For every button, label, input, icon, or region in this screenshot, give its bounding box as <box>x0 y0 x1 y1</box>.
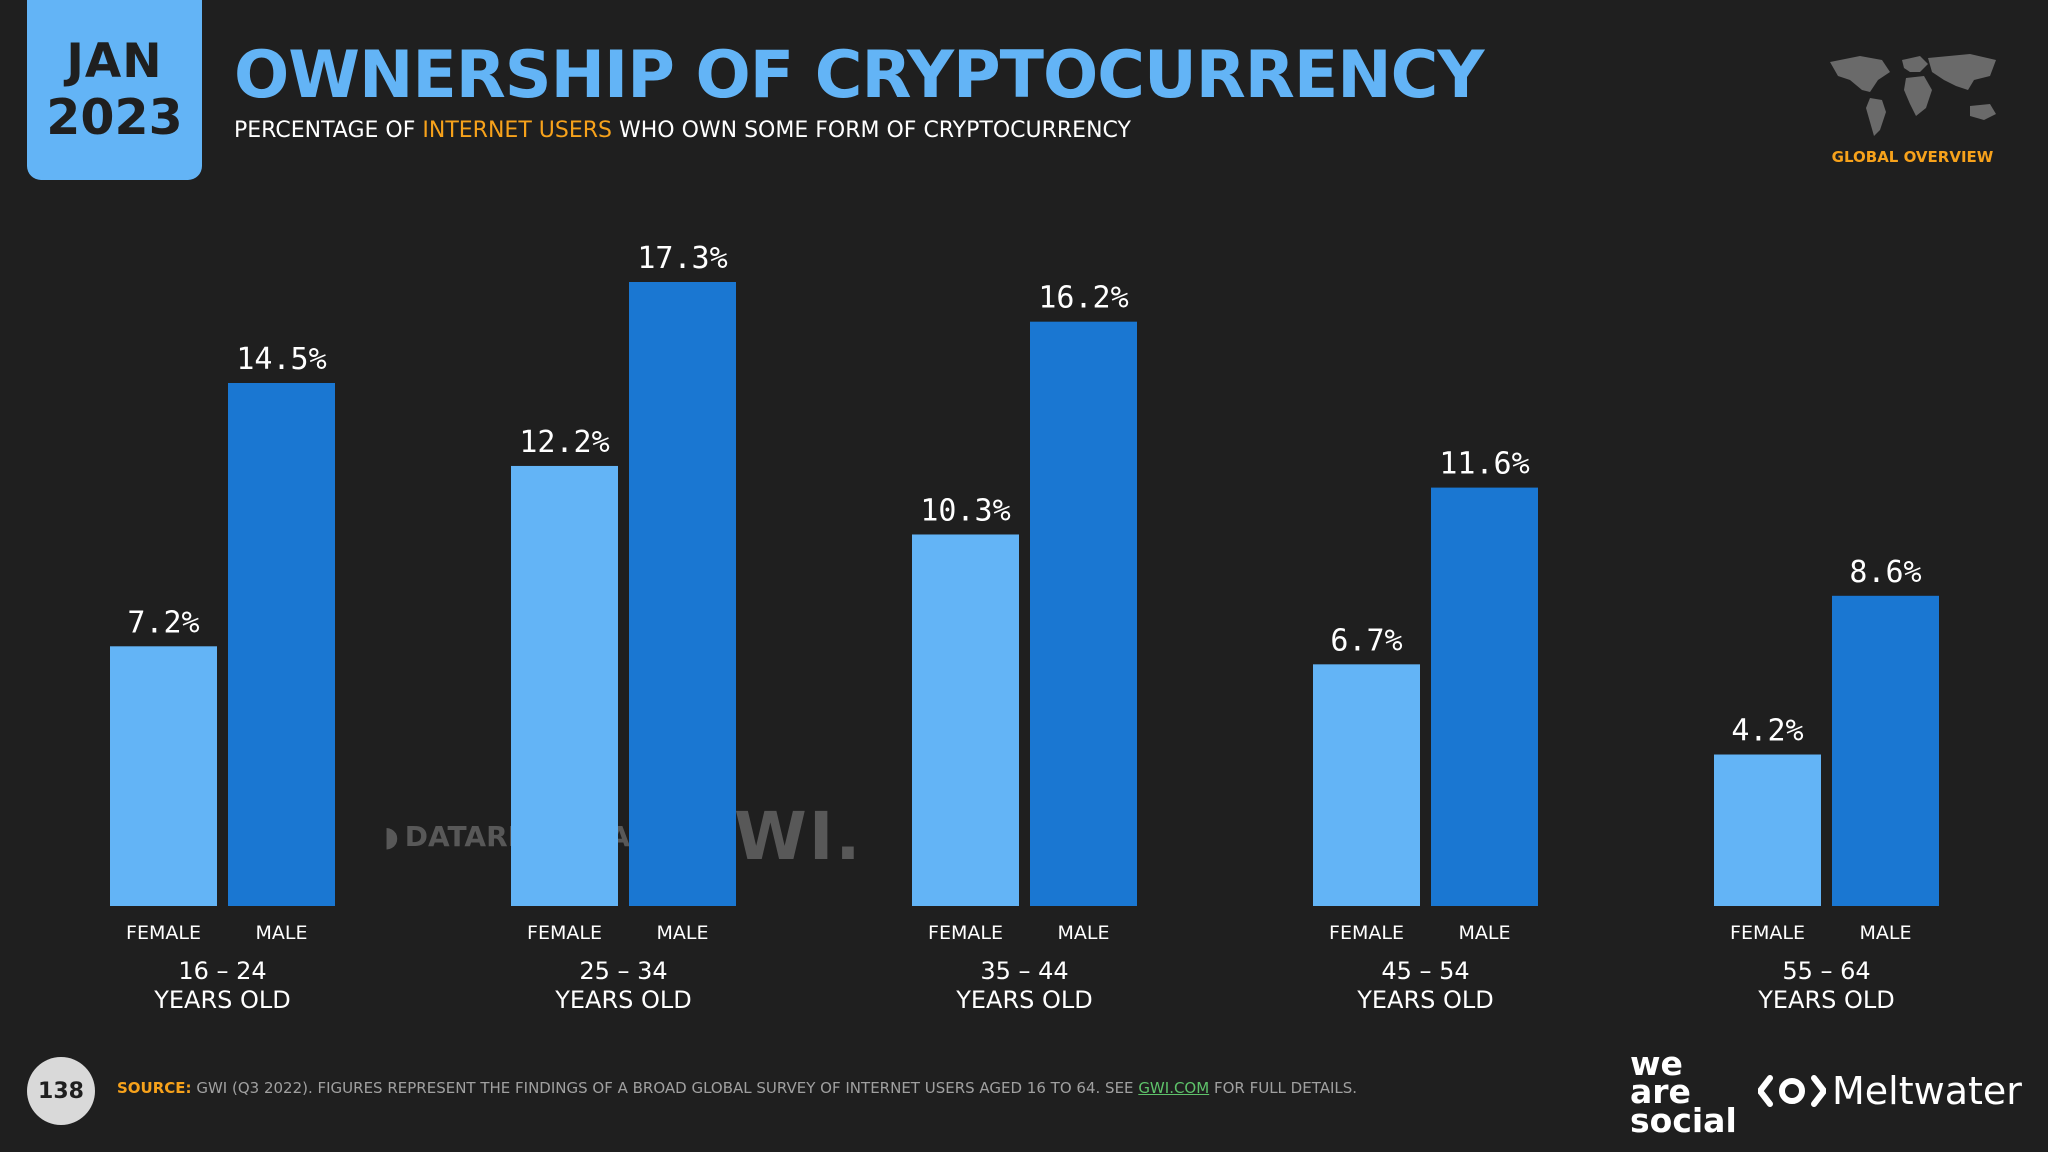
category-label: YEARS OLD <box>955 986 1093 1014</box>
bar-male <box>1832 595 1939 906</box>
world-map-icon <box>1830 54 1996 136</box>
data-label: 7.2% <box>127 605 199 640</box>
we-are-social-logo: we are social <box>1630 1044 1737 1140</box>
data-label: 8.6% <box>1849 555 1921 590</box>
date-month: JAN <box>66 34 163 89</box>
series-label-male: MALE <box>657 922 709 944</box>
category-label: 55 – 64 <box>1782 957 1870 985</box>
source-note: SOURCE: GWI (Q3 2022). FIGURES REPRESENT… <box>117 1079 1357 1097</box>
category-label: YEARS OLD <box>1757 986 1895 1014</box>
bar-female <box>912 534 1019 906</box>
data-label: 4.2% <box>1731 714 1803 749</box>
was-line-1: we <box>1630 1044 1683 1083</box>
source-link[interactable]: GWI.COM <box>1138 1079 1210 1097</box>
bar-male <box>228 382 335 906</box>
source-label: SOURCE: <box>117 1079 192 1097</box>
source-text: GWI (Q3 2022). FIGURES REPRESENT THE FIN… <box>196 1079 1134 1097</box>
page-subtitle: PERCENTAGE OF INTERNET USERS WHO OWN SOM… <box>234 118 1131 143</box>
source-tail: FOR FULL DETAILS. <box>1213 1079 1358 1097</box>
meltwater-text: Meltwater <box>1832 1069 2022 1113</box>
series-label-male: MALE <box>1860 922 1912 944</box>
data-label: 12.2% <box>519 425 609 460</box>
data-label: 14.5% <box>236 342 326 377</box>
series-label-male: MALE <box>1459 922 1511 944</box>
data-label: 16.2% <box>1038 281 1128 316</box>
category-label: 45 – 54 <box>1381 957 1469 985</box>
global-overview-label: GLOBAL OVERVIEW <box>1831 148 1994 166</box>
date-badge: JAN 2023 <box>27 0 202 180</box>
category-label: YEARS OLD <box>153 986 291 1014</box>
series-label-female: FEMALE <box>928 922 1003 944</box>
bar-female <box>110 646 217 906</box>
data-label: 10.3% <box>920 493 1010 528</box>
category-label: YEARS OLD <box>554 986 692 1014</box>
series-label-male: MALE <box>256 922 308 944</box>
series-label-female: FEMALE <box>1329 922 1404 944</box>
category-label: 25 – 34 <box>579 957 667 985</box>
category-label: 16 – 24 <box>178 957 266 985</box>
bar-male <box>1030 321 1137 907</box>
bar-female <box>1714 754 1821 906</box>
was-line-3: social <box>1630 1100 1737 1140</box>
subtitle-text-pre: PERCENTAGE OF <box>234 118 416 143</box>
series-label-male: MALE <box>1058 922 1110 944</box>
series-label-female: FEMALE <box>1730 922 1805 944</box>
series-label-female: FEMALE <box>126 922 201 944</box>
series-label-female: FEMALE <box>527 922 602 944</box>
bar-male <box>1431 487 1538 906</box>
category-label: YEARS OLD <box>1356 986 1494 1014</box>
page-title: OWNERSHIP OF CRYPTOCURRENCY <box>234 38 1484 113</box>
subtitle-text-post: WHO OWN SOME FORM OF CRYPTOCURRENCY <box>618 118 1131 143</box>
data-label: 6.7% <box>1330 623 1402 658</box>
subtitle-highlight: INTERNET USERS <box>422 118 612 143</box>
datareportal-logo-icon: ◗ <box>384 820 399 853</box>
bar-male <box>629 282 736 906</box>
date-year: 2023 <box>46 89 183 146</box>
page-number: 138 <box>27 1057 95 1125</box>
data-label: 17.3% <box>637 241 727 276</box>
meltwater-icon <box>1758 1075 1826 1107</box>
bar-female <box>511 465 618 906</box>
category-label: 35 – 44 <box>980 957 1068 985</box>
bar-female <box>1313 664 1420 906</box>
data-label: 11.6% <box>1439 447 1529 482</box>
was-line-2: are <box>1630 1072 1691 1112</box>
meltwater-logo: Meltwater <box>1758 1069 2022 1113</box>
